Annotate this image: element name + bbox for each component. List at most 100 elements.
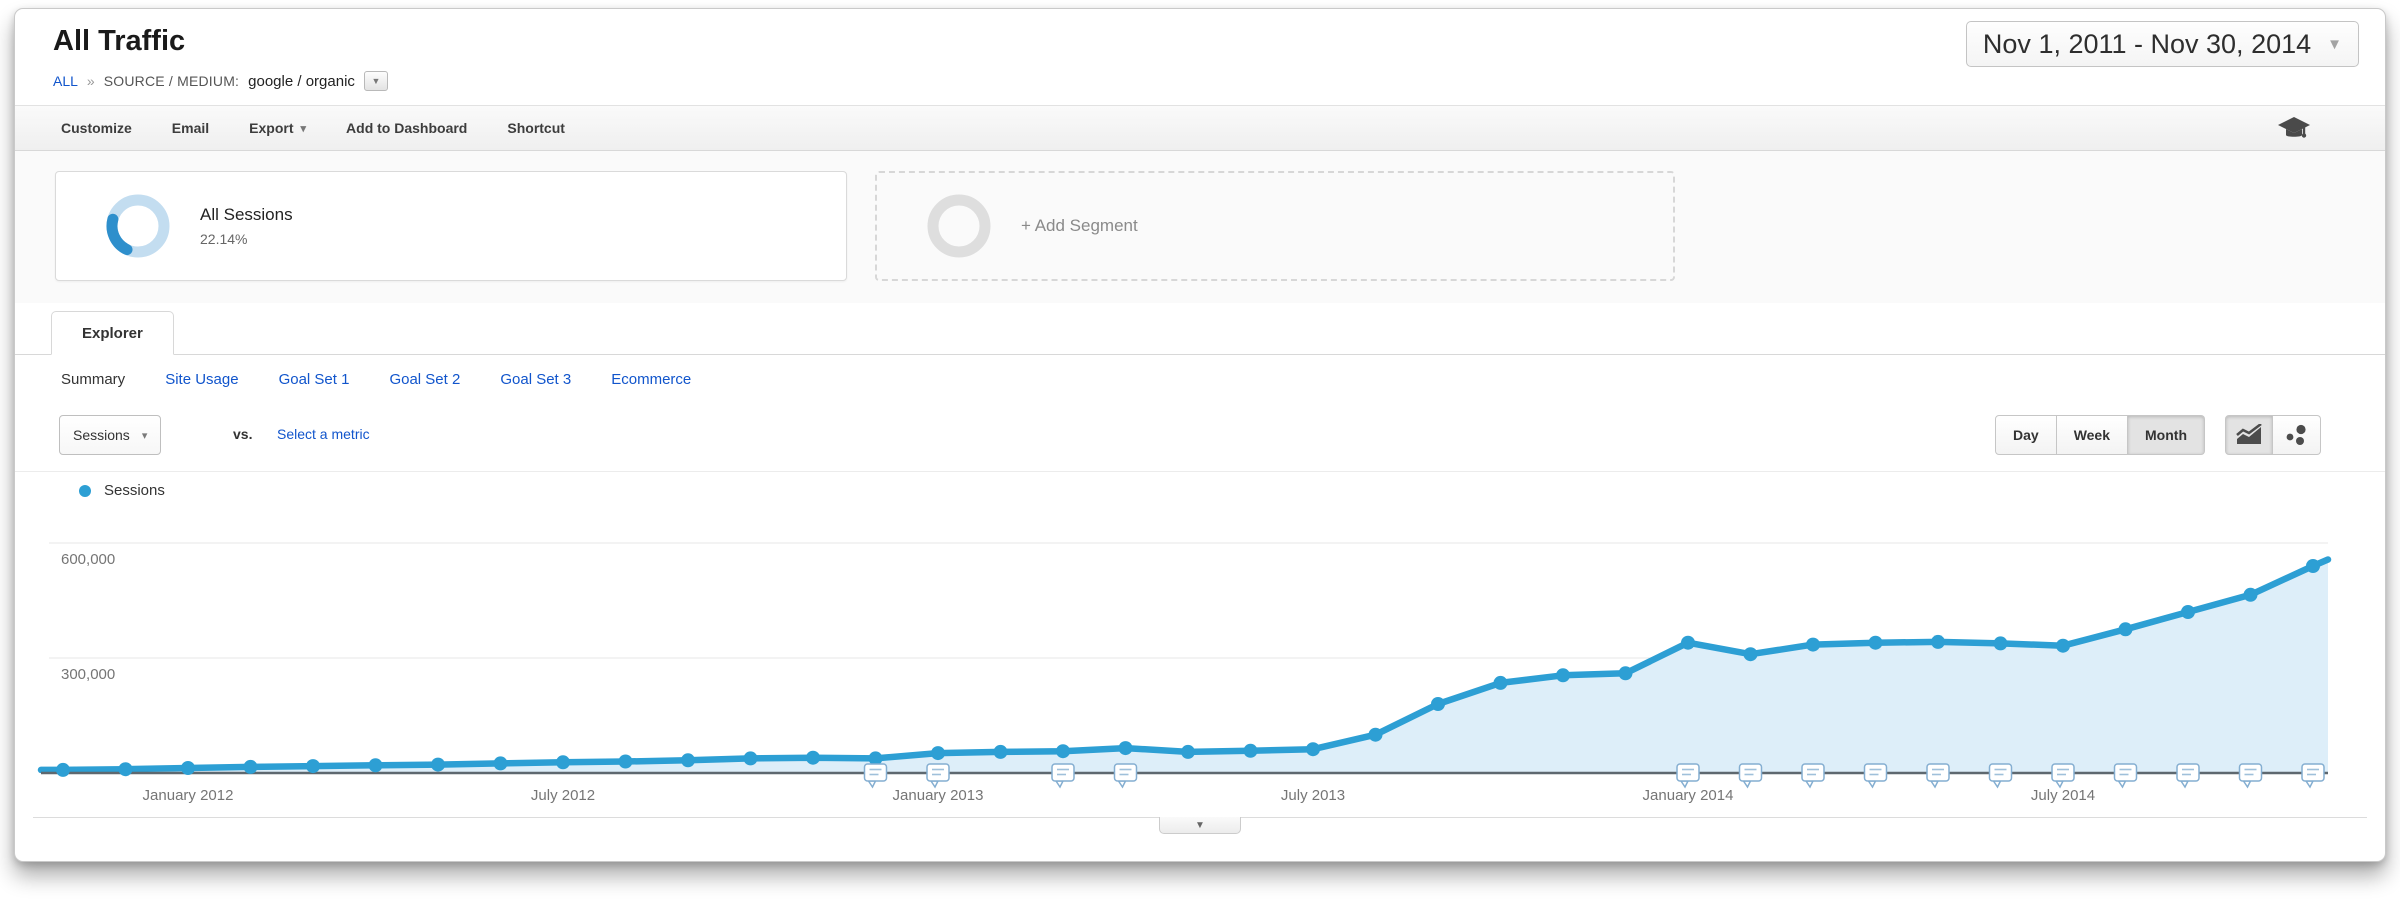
annotation-flag-icon[interactable]	[2113, 763, 2138, 789]
select-a-metric-link[interactable]: Select a metric	[277, 426, 370, 442]
data-point[interactable]	[2181, 605, 2195, 619]
annotation-flag-icon[interactable]	[2238, 763, 2263, 789]
subnav-goal-set-3[interactable]: Goal Set 3	[500, 371, 572, 388]
data-point[interactable]	[2243, 587, 2258, 602]
granularity-button-group: Day Week Month	[1995, 415, 2205, 455]
granularity-day-button[interactable]: Day	[1995, 415, 2057, 455]
data-point[interactable]	[2118, 622, 2133, 637]
data-point[interactable]	[1368, 727, 1383, 742]
annotation-flag-icon[interactable]	[863, 763, 888, 789]
tab-explorer[interactable]: Explorer	[51, 311, 174, 355]
sessions-chart-area: Sessions 300,000 600,000 January 2012 July …	[15, 472, 2385, 852]
data-point[interactable]	[431, 757, 445, 772]
annotation-flag-icon[interactable]	[1113, 763, 1138, 789]
data-point[interactable]	[1556, 668, 1570, 683]
granularity-week-button[interactable]: Week	[2056, 415, 2129, 455]
data-point[interactable]	[1431, 697, 1445, 711]
data-point[interactable]	[806, 750, 820, 765]
y-axis-tick-label: 600,000	[61, 551, 115, 568]
annotation-flag-icon[interactable]	[1801, 763, 1825, 789]
subnav-summary[interactable]: Summary	[61, 371, 126, 388]
data-point[interactable]	[181, 761, 195, 775]
annotation-flag-icon[interactable]	[2176, 763, 2200, 789]
legend-label: Sessions	[104, 482, 165, 499]
data-point[interactable]	[1243, 743, 1258, 758]
annotation-flag-icon[interactable]	[926, 763, 950, 789]
metric-selector-value: Sessions	[73, 427, 130, 443]
segments-row: All Sessions 22.14% + Add Segment	[15, 151, 2385, 303]
annotation-flag-icon[interactable]	[2051, 763, 2075, 789]
annotation-flag-icon[interactable]	[2301, 763, 2325, 789]
sessions-line-chart[interactable]: 300,000 600,000 January 2012 July 2012 Janua…	[35, 508, 2335, 812]
data-point[interactable]	[556, 755, 570, 770]
data-point[interactable]	[1118, 741, 1133, 756]
data-point[interactable]	[931, 746, 945, 761]
report-window: All Traffic ALL » SOURCE / MEDIUM: googl…	[14, 8, 2386, 862]
annotations-drawer-toggle[interactable]: ▼	[1159, 817, 1241, 834]
data-point[interactable]	[1806, 637, 1820, 652]
granularity-month-button[interactable]: Month	[2128, 415, 2205, 455]
add-segment-button[interactable]: + Add Segment	[875, 171, 1675, 281]
breadcrumb-all-link[interactable]: ALL	[53, 73, 78, 89]
explorer-subnav: Summary Site Usage Goal Set 1 Goal Set 2…	[15, 355, 2385, 400]
data-point[interactable]	[743, 751, 758, 766]
breadcrumb-dimension: SOURCE / MEDIUM:	[103, 73, 240, 89]
data-point[interactable]	[2306, 559, 2320, 573]
data-point[interactable]	[2056, 638, 2070, 653]
data-point[interactable]	[118, 762, 133, 777]
data-point[interactable]	[1056, 744, 1070, 759]
breadcrumb-dropdown-button[interactable]: ▼	[363, 71, 388, 91]
data-point[interactable]	[1931, 634, 1945, 649]
data-point[interactable]	[493, 756, 508, 771]
subnav-ecommerce[interactable]: Ecommerce	[611, 371, 692, 388]
data-point[interactable]	[1618, 666, 1633, 681]
annotation-flag-icon[interactable]	[1863, 763, 1888, 789]
education-graduation-cap-icon[interactable]	[2277, 116, 2311, 147]
annotation-flag-icon[interactable]	[1988, 763, 2013, 789]
data-point[interactable]	[243, 759, 258, 774]
data-point[interactable]	[56, 762, 70, 777]
date-range-selector[interactable]: Nov 1, 2011 - Nov 30, 2014 ▼	[1965, 21, 2359, 67]
breadcrumb-separator: »	[86, 73, 95, 89]
motion-chart-type-button[interactable]	[2273, 415, 2321, 455]
y-axis-tick-label: 300,000	[61, 666, 115, 683]
line-chart-type-button[interactable]	[2225, 415, 2273, 455]
report-toolbar: Customize Email Export ▾ Add to Dashboard…	[15, 105, 2385, 151]
data-point[interactable]	[1743, 647, 1758, 662]
email-button[interactable]: Email	[171, 120, 210, 136]
data-point[interactable]	[1681, 635, 1695, 650]
data-point[interactable]	[993, 744, 1008, 759]
page-title: All Traffic	[53, 25, 186, 57]
shortcut-button[interactable]: Shortcut	[507, 120, 565, 136]
annotation-flag-icon[interactable]	[1738, 763, 1763, 789]
data-point[interactable]	[681, 753, 695, 768]
segment-label: All Sessions	[200, 205, 293, 224]
annotation-flag-icon[interactable]	[1676, 763, 1700, 789]
segment-card-all-sessions[interactable]: All Sessions 22.14%	[55, 171, 847, 281]
data-point[interactable]	[1868, 635, 1883, 650]
x-axis-tick-label: July 2013	[1281, 787, 1345, 804]
subnav-goal-set-1[interactable]: Goal Set 1	[278, 371, 350, 388]
export-button[interactable]: Export ▾	[249, 120, 307, 136]
data-point[interactable]	[1306, 742, 1320, 757]
metric-selector-dropdown[interactable]: Sessions ▾	[59, 415, 162, 455]
add-to-dashboard-button[interactable]: Add to Dashboard	[346, 120, 468, 136]
x-axis-tick-label: July 2014	[2031, 787, 2095, 804]
annotation-flag-icon[interactable]	[1926, 763, 1950, 789]
data-point[interactable]	[1493, 675, 1508, 690]
caret-down-icon: ▼	[371, 76, 381, 86]
annotation-flag-icon[interactable]	[1051, 763, 1075, 789]
data-point[interactable]	[618, 754, 633, 769]
add-segment-label: + Add Segment	[1021, 216, 1138, 235]
data-point[interactable]	[868, 751, 883, 766]
report-header: All Traffic ALL » SOURCE / MEDIUM: googl…	[15, 9, 2385, 105]
data-point[interactable]	[1181, 744, 1195, 759]
subnav-goal-set-2[interactable]: Goal Set 2	[389, 371, 461, 388]
data-point[interactable]	[1993, 636, 2008, 651]
subnav-site-usage[interactable]: Site Usage	[165, 371, 239, 388]
customize-button[interactable]: Customize	[61, 120, 132, 136]
breadcrumb: ALL » SOURCE / MEDIUM: google / organic …	[53, 71, 388, 91]
chart-controls-row: Sessions ▾ vs. Select a metric Day Week …	[15, 400, 2385, 472]
data-point[interactable]	[306, 759, 320, 774]
data-point[interactable]	[368, 758, 383, 773]
